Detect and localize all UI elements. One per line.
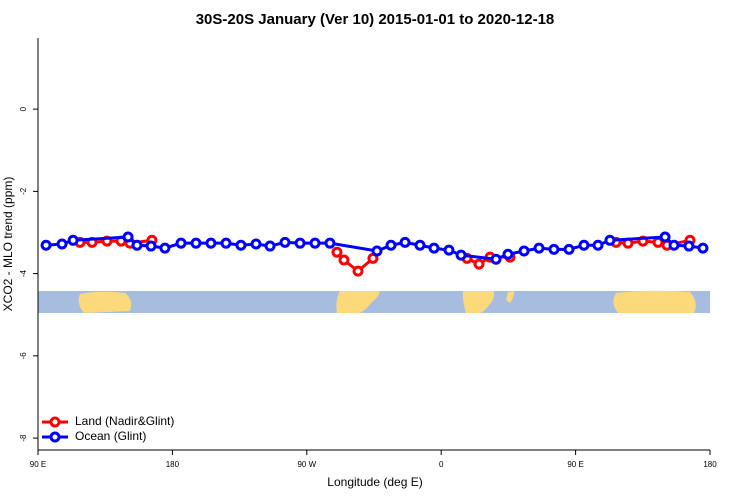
chart-title: 30S-20S January (Ver 10) 2015-01-01 to 2… [196,11,555,28]
legend-label: Ocean (Glint) [75,429,146,443]
data-point [264,240,276,252]
data-point [279,236,291,248]
data-point [122,231,134,243]
data-point [518,245,530,257]
y-tick-label: 0 [19,106,28,111]
data-point [235,239,247,251]
data-point [385,239,397,251]
x-axis-title: Longitude (deg E) [327,475,422,489]
x-tick-label: 90 E [567,460,583,469]
data-point [145,240,157,252]
series-line [79,238,691,274]
x-tick-label: 90 W [297,460,316,469]
data-point [250,238,262,250]
data-point [443,244,455,256]
data-point [67,234,79,246]
data-point [190,237,202,249]
data-point [533,242,545,254]
y-axis-title: XCO2 - MLO trend (ppm) [1,177,15,312]
data-point [592,239,604,251]
data-point [668,239,680,251]
data-point [331,246,343,258]
data-point [131,239,143,251]
data-point [490,253,502,265]
data-point [294,237,306,249]
data-point [175,237,187,249]
data-point [428,242,440,254]
y-tick-label: -4 [19,270,28,278]
data-point [683,240,695,252]
map-strip [38,290,710,313]
data-point [40,239,52,251]
data-point [659,231,671,243]
data-point [324,237,336,249]
legend-marker [49,431,61,443]
x-tick-label: 180 [703,460,717,469]
y-tick-label: -8 [19,434,28,442]
x-tick-label: 0 [439,460,444,469]
legend-marker [49,416,61,428]
data-point [502,248,514,260]
x-tick-label: 180 [166,460,180,469]
data-point [352,265,364,277]
y-tick-label: -6 [19,352,28,360]
data-point [455,249,467,261]
data-point [309,237,321,249]
x-tick-label: 90 E [30,460,46,469]
data-point [371,245,383,257]
y-tick-label: -2 [19,187,28,195]
data-point [548,243,560,255]
data-point [473,258,485,270]
data-point [414,239,426,251]
data-point [697,242,709,254]
data-point [338,254,350,266]
data-point [159,242,171,254]
data-point [56,238,68,250]
data-point [604,234,616,246]
data-point [399,236,411,248]
legend-label: Land (Nadir&Glint) [75,414,174,428]
data-point [205,237,217,249]
data-point [578,239,590,251]
data-point [220,237,232,249]
data-point [563,243,575,255]
